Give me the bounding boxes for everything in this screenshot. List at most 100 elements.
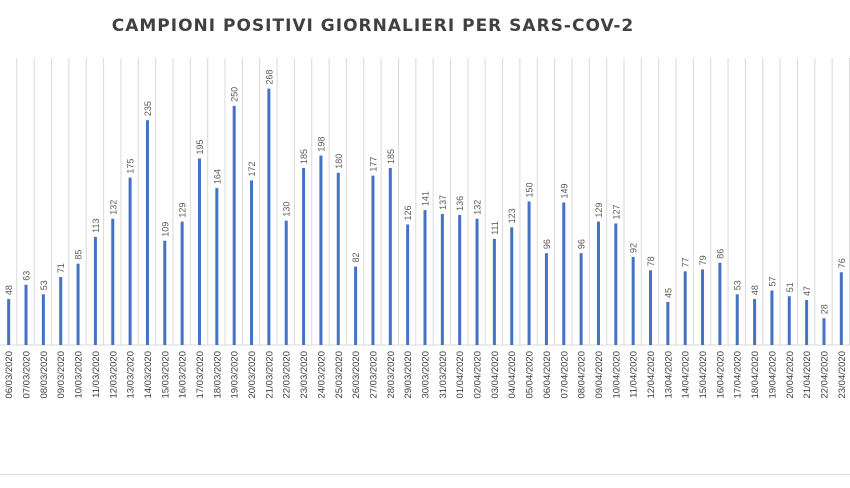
x-tick-label: 05/04/2020 <box>525 351 536 399</box>
x-tick-label: 18/03/2020 <box>212 351 223 399</box>
bar <box>527 201 531 345</box>
x-tick-label: 22/04/2020 <box>819 351 830 399</box>
data-label: 48 <box>4 285 14 295</box>
x-tick-label: 06/04/2020 <box>542 351 553 399</box>
bar <box>683 271 687 345</box>
data-label: 235 <box>143 101 153 116</box>
chart-bottom-border <box>0 474 850 475</box>
x-tick-label: 13/04/2020 <box>663 351 674 399</box>
data-label: 77 <box>681 257 691 267</box>
bar <box>701 269 705 345</box>
x-tick-label: 20/04/2020 <box>785 351 796 399</box>
bar <box>319 155 323 345</box>
bar <box>24 284 28 345</box>
bar <box>822 318 826 345</box>
x-tick-label: 23/03/2020 <box>299 351 310 399</box>
bar <box>544 253 548 345</box>
data-label: 175 <box>126 159 136 174</box>
gridlines <box>16 58 850 345</box>
x-tick-label: 14/04/2020 <box>681 351 692 399</box>
data-label: 86 <box>715 249 725 259</box>
bar <box>41 294 45 345</box>
x-tick-label: 26/03/2020 <box>351 351 362 399</box>
x-tick-label: 17/04/2020 <box>733 351 744 399</box>
bar <box>770 290 774 345</box>
bar <box>614 223 618 345</box>
data-label: 57 <box>767 276 777 286</box>
x-tick-label: 13/03/2020 <box>126 351 137 399</box>
bar <box>492 238 496 345</box>
x-tick-label: 15/04/2020 <box>698 351 709 399</box>
x-tick-label: 14/03/2020 <box>143 351 154 399</box>
data-label: 164 <box>212 169 222 184</box>
data-label: 180 <box>334 154 344 169</box>
data-label: 92 <box>629 243 639 253</box>
data-label: 53 <box>733 280 743 290</box>
bar <box>805 300 809 345</box>
x-tick-label: 09/03/2020 <box>56 351 67 399</box>
data-label: 185 <box>299 149 309 164</box>
bar <box>197 158 201 345</box>
x-tick-label: 09/04/2020 <box>594 351 605 399</box>
data-label: 268 <box>264 70 274 85</box>
data-label: 132 <box>108 200 118 215</box>
x-tick-label: 22/03/2020 <box>282 351 293 399</box>
data-label: 51 <box>785 282 795 292</box>
x-tick-label: 12/04/2020 <box>646 351 657 399</box>
data-label: 63 <box>22 271 32 281</box>
data-label: 126 <box>403 205 413 220</box>
bar <box>423 210 427 345</box>
data-label: 132 <box>473 200 483 215</box>
bar <box>267 88 271 345</box>
data-label: 53 <box>39 280 49 290</box>
data-label: 111 <box>490 221 500 235</box>
data-label: 71 <box>56 263 66 273</box>
data-label: 136 <box>455 196 465 211</box>
data-label: 78 <box>646 256 656 266</box>
bar <box>336 172 340 345</box>
data-label: 149 <box>559 183 569 198</box>
data-label: 127 <box>611 204 621 219</box>
bar <box>180 221 184 345</box>
data-label: 177 <box>368 157 378 172</box>
bar <box>371 175 375 345</box>
bar <box>562 202 566 345</box>
bar <box>579 253 583 345</box>
data-label: 48 <box>750 285 760 295</box>
data-label: 198 <box>316 137 326 152</box>
bar <box>163 240 167 345</box>
bar <box>93 236 97 345</box>
x-tick-label: 31/03/2020 <box>438 351 449 399</box>
bar <box>59 277 63 345</box>
x-tick-label: 12/03/2020 <box>108 351 119 399</box>
x-tick-label: 07/03/2020 <box>22 351 33 399</box>
bar <box>284 220 288 345</box>
x-tick-label: 25/03/2020 <box>334 351 345 399</box>
bar <box>666 301 670 345</box>
x-tick-label: 08/04/2020 <box>577 351 588 399</box>
bar <box>718 262 722 345</box>
data-label: 130 <box>282 202 292 217</box>
data-label: 129 <box>178 203 188 218</box>
x-tick-label: 11/03/2020 <box>91 351 102 398</box>
data-label: 109 <box>160 222 170 237</box>
bar <box>7 299 11 345</box>
x-tick-label: 11/04/2020 <box>629 351 640 398</box>
bar <box>631 256 635 345</box>
bar <box>839 272 843 345</box>
data-label: 250 <box>230 87 240 102</box>
data-label: 185 <box>386 149 396 164</box>
x-tick-label: 21/03/2020 <box>264 351 275 399</box>
bar <box>735 294 739 345</box>
x-tick-label: 20/03/2020 <box>247 351 258 399</box>
x-tick-label: 02/04/2020 <box>473 351 484 399</box>
x-tick-label: 29/03/2020 <box>403 351 414 399</box>
data-label: 76 <box>837 258 847 268</box>
data-label: 45 <box>663 288 673 298</box>
bar <box>458 214 462 345</box>
data-label: 82 <box>351 253 361 263</box>
data-label: 137 <box>438 195 448 210</box>
data-label: 172 <box>247 161 257 176</box>
x-tick-label: 16/04/2020 <box>715 351 726 399</box>
